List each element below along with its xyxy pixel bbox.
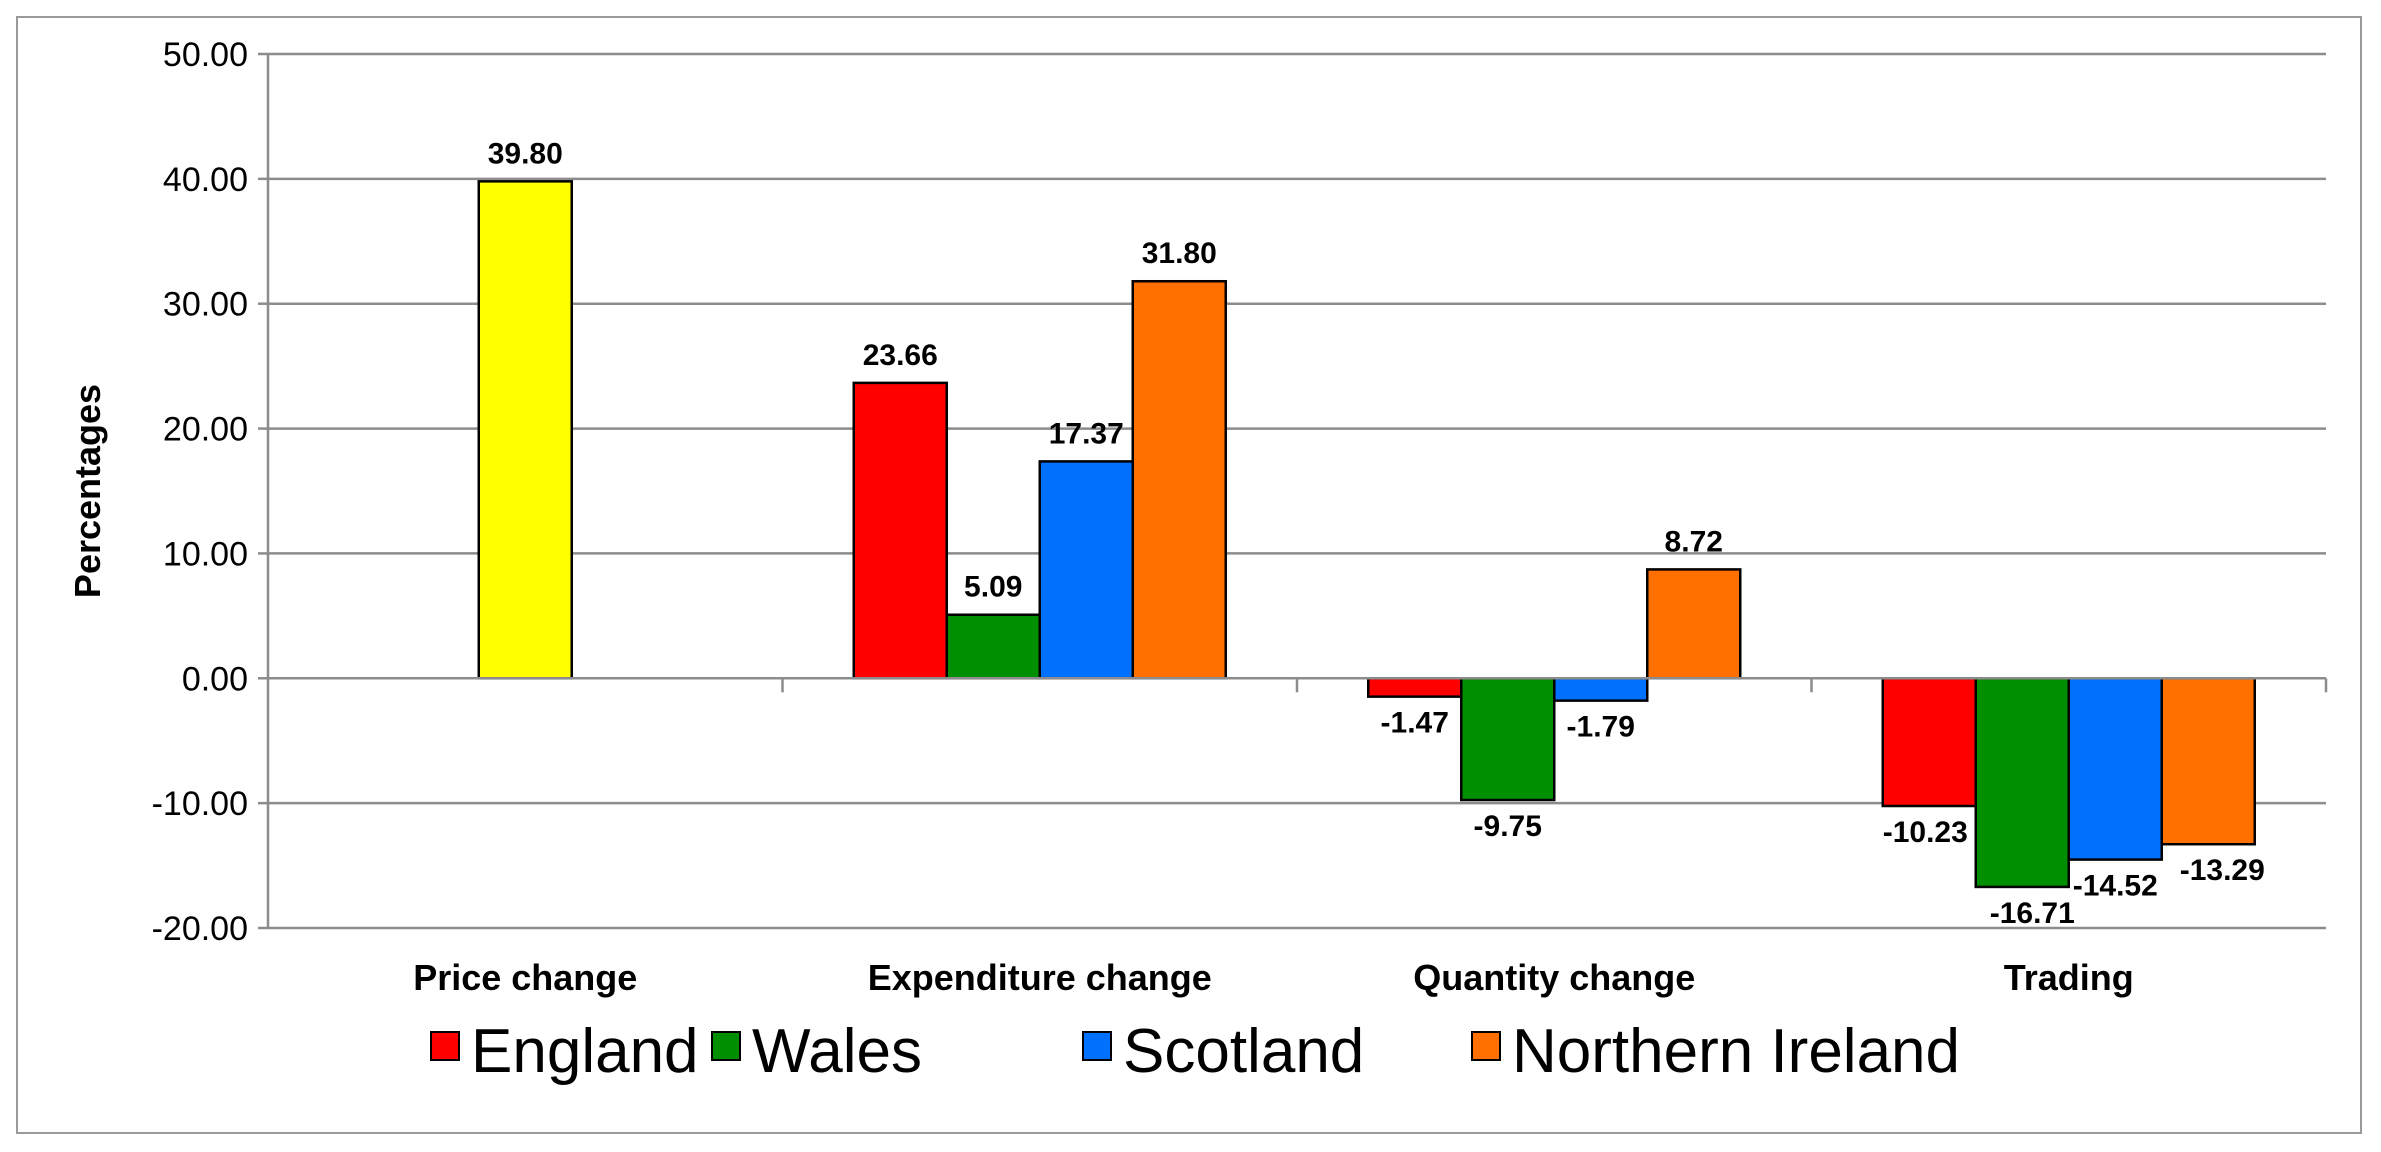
legend-label: Northern Ireland (1512, 1017, 1960, 1086)
bar-chart: 50.00 40.00 30.00 20.00 10.00 0.00 -10.00 -20.0… (67, 36, 2328, 1086)
bar-northern-ireland (1646, 568, 1742, 680)
data-label: -10.23 (1883, 816, 1968, 849)
data-label: 23.66 (863, 339, 938, 372)
data-label: -1.79 (1567, 711, 1635, 744)
x-tick-label: Trading (2004, 957, 2134, 998)
data-label: -1.47 (1381, 707, 1449, 740)
y-axis-title: Percentages (67, 384, 108, 598)
bar-wales (945, 613, 1041, 680)
bar-scotland (1553, 677, 1649, 702)
y-tick-label: 40.00 (163, 161, 248, 199)
y-tick-label: -10.00 (152, 785, 248, 823)
y-tick-label: 50.00 (163, 36, 248, 74)
data-label: 8.72 (1665, 525, 1723, 558)
bar-wales (1460, 677, 1556, 802)
bar-northern-ireland (2160, 677, 2256, 846)
bar-england (1881, 677, 1977, 808)
legend-label: England (471, 1017, 699, 1086)
y-tick-label: 30.00 (163, 286, 248, 324)
x-tick-label: Price change (413, 957, 637, 998)
data-label: 17.37 (1049, 417, 1124, 450)
legend-swatch (1082, 1031, 1112, 1061)
bar-northern-ireland (1131, 279, 1227, 680)
y-tick-label: 20.00 (163, 411, 248, 449)
bar-scotland (1038, 460, 1134, 680)
bar-scotland (2067, 677, 2163, 861)
data-label: 39.80 (488, 137, 563, 170)
bar-england (852, 381, 948, 680)
data-label: -16.71 (1990, 897, 2075, 930)
bar-price-change (477, 180, 573, 680)
bar-wales (1974, 677, 2070, 889)
x-tick-label: Expenditure change (868, 957, 1212, 998)
legend-swatch (430, 1031, 460, 1061)
data-label: 31.80 (1142, 237, 1217, 270)
y-tick-label: -20.00 (152, 910, 248, 948)
data-labels: 39.80 23.66 5.09 17.37 31.80 -1.47 -9.75 -1.79 8… (488, 137, 2265, 930)
bar-england (1367, 677, 1463, 698)
legend: England Wales Scotland Northern Ireland (430, 1017, 1960, 1086)
axes: 50.00 40.00 30.00 20.00 10.00 0.00 -10.00 -20.0… (67, 36, 2328, 998)
legend-swatch (1471, 1031, 1501, 1061)
y-tick-label: 0.00 (182, 660, 248, 698)
data-label: 5.09 (964, 571, 1022, 604)
legend-label: Scotland (1123, 1017, 1364, 1086)
x-tick-label: Quantity change (1413, 957, 1695, 998)
data-label: -9.75 (1474, 810, 1542, 843)
data-label: -14.52 (2073, 870, 2158, 903)
bars (477, 180, 2256, 889)
data-label: -13.29 (2180, 854, 2265, 887)
chart-frame: 50.00 40.00 30.00 20.00 10.00 0.00 -10.00 -20.0… (16, 16, 2362, 1134)
legend-label: Wales (752, 1017, 922, 1086)
legend-swatch (711, 1031, 741, 1061)
y-tick-label: 10.00 (163, 535, 248, 573)
